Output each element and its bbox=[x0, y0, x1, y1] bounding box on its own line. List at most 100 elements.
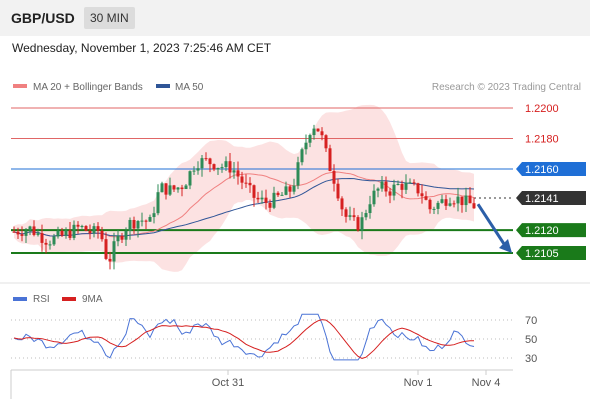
candle-body bbox=[180, 187, 184, 190]
candle-body bbox=[464, 195, 468, 206]
candle-body bbox=[284, 186, 288, 195]
candle-body bbox=[248, 182, 252, 186]
level-tag-1.2120 bbox=[516, 223, 586, 238]
candle-body bbox=[340, 198, 344, 210]
candle-body bbox=[316, 128, 320, 132]
candle-body bbox=[328, 148, 332, 171]
candle-body bbox=[408, 182, 412, 184]
level-label-1.2160: 1.2160 bbox=[525, 164, 559, 176]
candle-body bbox=[268, 202, 272, 208]
candle-body bbox=[300, 149, 304, 163]
forecast-arrow-shaft bbox=[476, 203, 508, 248]
candle-body bbox=[204, 158, 208, 160]
candle-body bbox=[80, 225, 84, 227]
rsi-tick-label: 30 bbox=[525, 353, 537, 365]
candle-body bbox=[72, 224, 76, 238]
candle-body bbox=[404, 182, 408, 190]
ma50-legend-swatch bbox=[156, 84, 170, 88]
rsi-ma-legend-swatch bbox=[62, 297, 76, 301]
rsi-ticks-layer: 70 50 30 bbox=[525, 315, 537, 365]
candle-body bbox=[468, 195, 472, 204]
candle-body bbox=[192, 170, 196, 172]
rsi-tick-label: 70 bbox=[525, 315, 537, 327]
level-label-1.2141: 1.2141 bbox=[525, 193, 559, 205]
candle-body bbox=[260, 197, 264, 200]
candle-body bbox=[472, 203, 476, 209]
candle-body bbox=[224, 161, 228, 168]
candle-body bbox=[108, 258, 112, 262]
candle-body bbox=[324, 135, 328, 149]
level-tag-1.2105 bbox=[516, 246, 586, 260]
forecast-arrow-head bbox=[499, 239, 512, 253]
candle-body bbox=[88, 230, 92, 234]
candle-body bbox=[312, 128, 316, 136]
rsi-line bbox=[13, 313, 475, 361]
candle-body bbox=[208, 158, 212, 165]
candle-body bbox=[40, 233, 44, 243]
level-tag-1.2160 bbox=[516, 162, 586, 177]
candle-body bbox=[320, 131, 324, 136]
candle-body bbox=[348, 215, 352, 217]
candle-body bbox=[232, 170, 236, 173]
level-tag-1.2141 bbox=[516, 191, 586, 206]
candle-body bbox=[352, 215, 356, 218]
candle-body bbox=[12, 231, 16, 233]
candle-body bbox=[96, 226, 100, 231]
rsi-ma-legend-label: 9MA bbox=[82, 294, 103, 305]
level-label-1.2200: 1.2200 bbox=[525, 103, 559, 115]
candle-body bbox=[412, 182, 416, 184]
ma20-legend-label: MA 20 + Bollinger Bands bbox=[33, 82, 143, 93]
candle-body bbox=[112, 241, 116, 262]
candle-body bbox=[228, 161, 232, 173]
candle-body bbox=[68, 230, 72, 238]
candle-body bbox=[264, 197, 268, 203]
candle-body bbox=[156, 192, 160, 214]
candles-layer bbox=[12, 124, 476, 270]
candle-body bbox=[128, 219, 132, 231]
candle-body bbox=[236, 170, 240, 177]
candle-body bbox=[296, 162, 300, 186]
candle-body bbox=[272, 192, 276, 208]
candle-body bbox=[20, 234, 24, 236]
candle-body bbox=[200, 158, 204, 169]
x-tick-label: Nov 4 bbox=[472, 377, 501, 389]
candle-body bbox=[16, 231, 20, 235]
rsi-legend-label: RSI bbox=[33, 294, 50, 305]
candle-body bbox=[140, 220, 144, 222]
candle-body bbox=[388, 191, 392, 196]
candle-body bbox=[100, 230, 104, 240]
candle-body bbox=[364, 213, 368, 218]
candle-body bbox=[440, 199, 444, 203]
candle-body bbox=[28, 226, 32, 231]
candle-body bbox=[132, 219, 136, 229]
candle-body bbox=[196, 168, 200, 171]
rsi-ma-line bbox=[13, 319, 475, 359]
candle-body bbox=[384, 181, 388, 192]
candle-body bbox=[64, 230, 68, 236]
x-axis-ticks-layer: Oct 31 Nov 1 Nov 4 bbox=[212, 370, 501, 389]
candle-body bbox=[420, 193, 424, 197]
candle-body bbox=[120, 235, 124, 240]
candle-body bbox=[252, 185, 256, 198]
candle-body bbox=[276, 192, 280, 196]
candle-body bbox=[448, 203, 452, 206]
candle-body bbox=[432, 208, 436, 210]
candle-body bbox=[184, 185, 188, 190]
candle-body bbox=[76, 224, 80, 227]
candle-body bbox=[344, 209, 348, 217]
candle-body bbox=[444, 199, 448, 206]
candle-body bbox=[60, 230, 64, 236]
rsi-lines-layer bbox=[13, 313, 475, 361]
candle-body bbox=[436, 202, 440, 209]
candle-body bbox=[164, 183, 168, 195]
candle-body bbox=[368, 204, 372, 214]
candle-body bbox=[48, 244, 52, 246]
timeframe-badge[interactable]: 30 MIN bbox=[84, 7, 135, 29]
candle-body bbox=[256, 197, 260, 200]
candle-body bbox=[456, 196, 460, 204]
candle-body bbox=[56, 230, 60, 237]
candle-body bbox=[400, 184, 404, 190]
candle-body bbox=[424, 196, 428, 200]
candle-body bbox=[336, 183, 340, 199]
